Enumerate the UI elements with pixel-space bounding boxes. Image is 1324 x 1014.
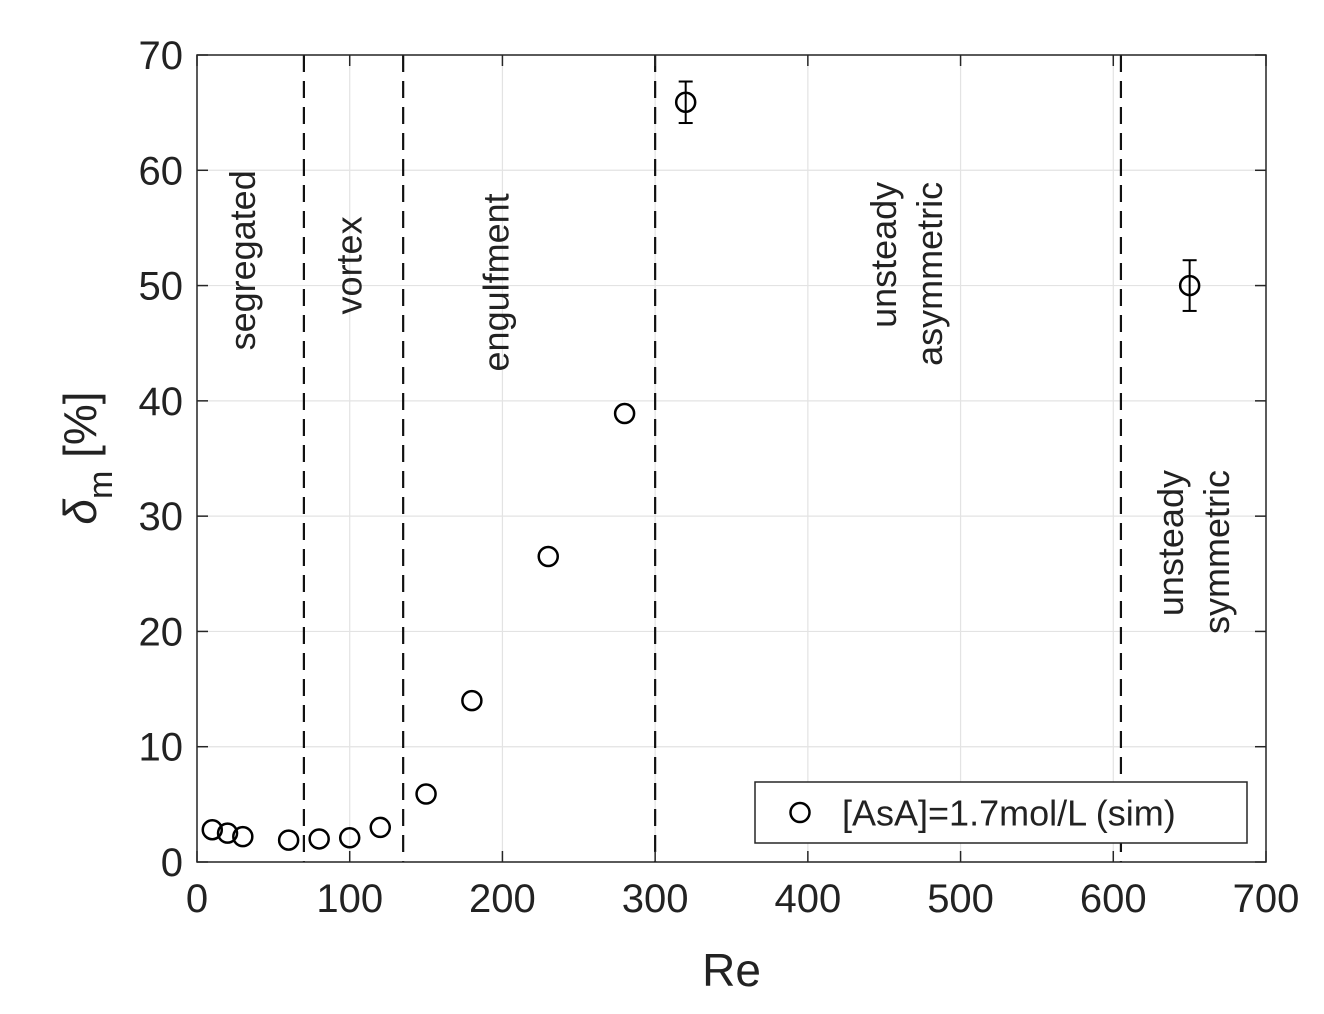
regime-label: engulfment — [475, 193, 516, 371]
y-axis-label-text: δm [%] — [54, 391, 120, 524]
regime-boundaries — [302, 55, 1123, 862]
data-point — [415, 783, 437, 805]
y-tick-labels: 0 10 20 30 40 50 60 70 — [139, 34, 184, 885]
data-point — [338, 827, 361, 849]
x-tick-label: 300 — [622, 877, 689, 921]
y-tick-label: 10 — [139, 726, 184, 770]
legend-label: [AsA]=1.7mol/L (sim) — [842, 793, 1176, 834]
x-tick-labels: 0 100 200 300 400 500 600 700 — [186, 877, 1300, 921]
y-axis-unit: [%] — [54, 391, 106, 470]
data-point — [613, 402, 636, 425]
data-points — [201, 80, 1201, 851]
data-point — [232, 825, 254, 848]
y-tick-label: 50 — [139, 265, 184, 309]
regime-label: segregated — [222, 170, 263, 350]
regime-label: asymmetric — [909, 182, 950, 366]
x-tick-label: 100 — [316, 877, 383, 921]
x-tick-label: 600 — [1080, 877, 1147, 921]
regime-label: unsteady — [1150, 470, 1191, 616]
y-tick-label: 70 — [139, 34, 184, 78]
x-tick-label: 700 — [1233, 877, 1300, 921]
y-tick-label: 20 — [139, 610, 184, 654]
x-axis-label: Re — [702, 944, 761, 996]
data-point — [308, 828, 330, 850]
data-point — [461, 689, 483, 712]
legend-marker-icon — [789, 801, 811, 824]
data-point — [537, 545, 559, 568]
data-point — [277, 829, 300, 851]
y-tick-label: 60 — [139, 149, 184, 193]
data-point — [1178, 274, 1201, 297]
y-axis-subscript: m — [82, 471, 120, 499]
y-axis-label: δm [%] — [54, 391, 120, 524]
y-tick-label: 0 — [161, 841, 183, 885]
data-point — [216, 822, 239, 844]
regime-labels: segregated vortex engulfment unsteady asymme… — [222, 170, 1237, 634]
y-tick-label: 40 — [139, 380, 184, 424]
legend: [AsA]=1.7mol/L (sim) — [754, 781, 1248, 844]
regime-label: vortex — [329, 216, 370, 314]
legend-box — [754, 781, 1248, 844]
x-tick-label: 200 — [469, 877, 536, 921]
axis-ticks — [196, 54, 1267, 863]
y-tick-label: 30 — [139, 495, 184, 539]
plot-frame — [196, 54, 1267, 863]
data-point — [369, 816, 392, 839]
data-point — [201, 818, 224, 841]
x-tick-label: 400 — [774, 877, 841, 921]
regime-label: unsteady — [863, 182, 904, 328]
data-point — [674, 91, 697, 114]
x-tick-label: 0 — [186, 877, 208, 921]
x-tick-label: 500 — [927, 877, 994, 921]
regime-label: symmetric — [1196, 470, 1237, 634]
y-axis-symbol: δ — [54, 499, 106, 525]
